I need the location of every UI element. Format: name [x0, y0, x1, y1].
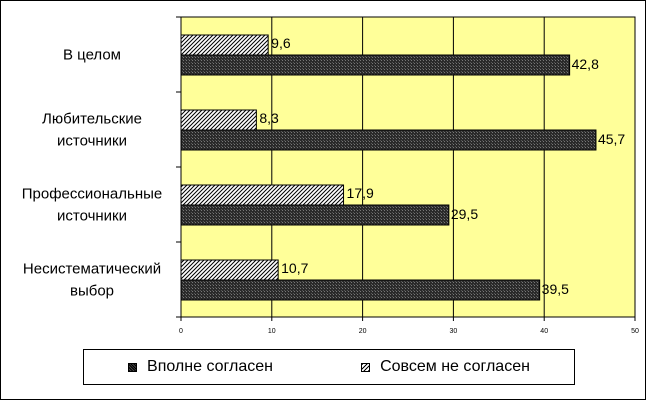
data-label: 10,7	[281, 260, 308, 276]
x-tick-label: 40	[540, 328, 548, 335]
bar-fully-agree	[180, 129, 597, 151]
bar-fully-disagree	[180, 109, 257, 131]
x-tick-label: 10	[268, 328, 276, 335]
legend: Вполне согласен Совсем не согласен	[83, 349, 575, 385]
x-tick-label: 20	[359, 328, 367, 335]
category-label: Профессиональные источники	[22, 186, 162, 225]
x-tick-label: 0	[179, 328, 183, 335]
legend-swatch-dark	[128, 362, 138, 372]
data-label: 42,8	[572, 56, 599, 72]
legend-swatch-hatch	[361, 362, 371, 372]
data-label: 45,7	[598, 131, 625, 147]
legend-label: Вполне согласен	[147, 358, 273, 375]
bar-fully-agree	[180, 204, 450, 226]
bar-fully-disagree	[180, 259, 279, 281]
data-label: 29,5	[451, 206, 478, 222]
legend-item-fully-disagree: Совсем не согласен	[361, 358, 530, 376]
legend-label: Совсем не согласен	[380, 358, 530, 375]
data-label: 17,9	[347, 185, 374, 201]
category-label: Несистематический выбор	[23, 261, 161, 300]
category-label: Любительские источники	[42, 111, 142, 150]
data-label: 9,6	[271, 35, 291, 51]
x-tick-label: 30	[450, 328, 458, 335]
x-tick-label: 50	[631, 328, 639, 335]
bar-fully-agree	[180, 279, 541, 301]
bar-fully-agree	[180, 54, 571, 76]
category-label: В целом	[63, 47, 121, 64]
bar-fully-disagree	[180, 184, 345, 206]
legend-item-fully-agree: Вполне согласен	[128, 358, 273, 376]
data-label: 8,3	[259, 110, 279, 126]
data-label: 39,5	[542, 281, 569, 297]
bar-fully-disagree	[180, 34, 269, 56]
